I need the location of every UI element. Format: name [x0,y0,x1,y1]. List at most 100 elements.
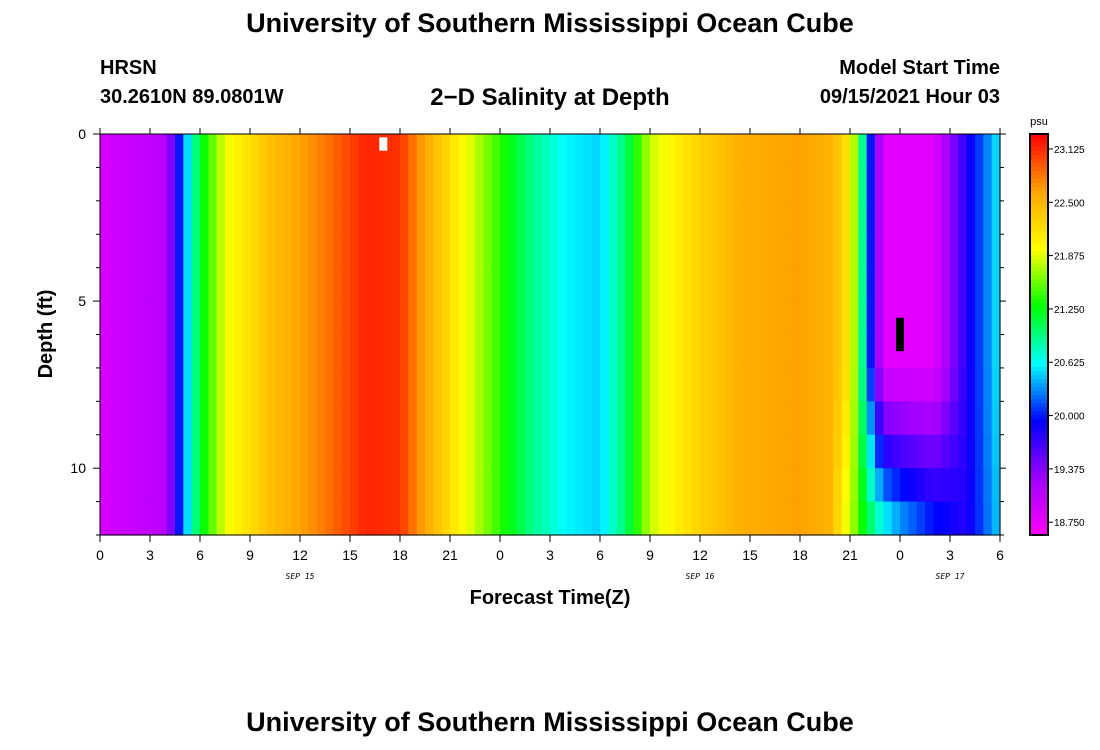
heatmap-cell [800,301,809,336]
heatmap-cell [108,334,118,369]
heatmap-cell [208,200,218,235]
colorbar-segment [1030,170,1048,175]
heatmap-cell [425,501,434,536]
colorbar-segment [1030,142,1048,147]
heatmap-cell [141,401,151,436]
heatmap-cell [150,234,159,269]
heatmap-cell [525,234,534,269]
heatmap-cell [908,267,918,302]
heatmap-cell [641,468,651,503]
heatmap-cell [941,267,951,302]
heatmap-cell [258,301,268,336]
heatmap-cell [991,134,1001,169]
heatmap-cell [650,401,659,436]
heatmap-cell [475,234,484,269]
heatmap-cell [483,501,493,536]
heatmap-cell [575,501,584,536]
heatmap-cell [833,367,843,402]
heatmap-cell [683,200,693,235]
heatmap-cell [308,267,318,302]
heatmap-cell [300,134,309,169]
heatmap-cell [433,301,443,336]
heatmap-cell [675,167,684,202]
heatmap-cell [883,301,893,336]
colorbar-segment [1030,150,1048,155]
heatmap-cell [566,434,576,469]
heatmap-cell [308,367,318,402]
heatmap-cell [975,167,984,202]
heatmap-cell [233,401,243,436]
heatmap-cell [700,334,709,369]
heatmap-cell [691,301,701,336]
heatmap-cell [300,401,309,436]
heatmap-cell [166,501,176,536]
heatmap-cells [100,134,1001,536]
heatmap-cell [141,134,151,169]
heatmap-cell [283,501,293,536]
heatmap-cell [975,334,984,369]
heatmap-cell [625,334,634,369]
heatmap-cell [783,401,793,436]
heatmap-cell [200,334,209,369]
heatmap-cell [925,267,934,302]
heatmap-cell [533,301,543,336]
heatmap-cell [866,301,876,336]
heatmap-cell [766,468,776,503]
heatmap-cell [383,334,393,369]
model-start-label: Model Start Time [839,57,1000,79]
heatmap-cell [258,200,268,235]
heatmap-cell [116,301,126,336]
heatmap-cell [541,267,551,302]
heatmap-cell [266,200,276,235]
heatmap-cell [558,267,568,302]
heatmap-cell [141,334,151,369]
y-tick-label: 0 [78,126,86,142]
heatmap-cell [491,167,501,202]
heatmap-cell [733,334,743,369]
heatmap-cell [650,334,659,369]
heatmap-cell [458,134,468,169]
heatmap-cell [783,134,793,169]
heatmap-cell [575,234,584,269]
heatmap-cell [316,401,326,436]
heatmap-cell [850,468,859,503]
heatmap-cell [250,334,259,369]
colorbar: 23.125 22.500 21.875 21.250 20.625 20.000 19.3… [1029,116,1085,536]
heatmap-cell [683,401,693,436]
heatmap-cell [191,267,201,302]
heatmap-cell [250,200,259,235]
heatmap-cell [225,301,234,336]
heatmap-cell [591,334,601,369]
heatmap-cell [525,267,534,302]
heatmap-cell [433,234,443,269]
heatmap-cell [516,301,526,336]
colorbar-segment [1030,506,1048,512]
heatmap-cell [158,301,168,336]
heatmap-cell [850,134,859,169]
heatmap-cell [283,334,293,369]
heatmap-cell [458,501,468,536]
heatmap-cell [466,501,476,536]
heatmap-cell [925,367,934,402]
heatmap-cell [391,234,401,269]
heatmap-cell [841,334,851,369]
heatmap-cell [250,301,259,336]
heatmap-cell [308,200,318,235]
colorbar-segment [1030,466,1048,472]
heatmap-cell [383,134,393,169]
heatmap-cell [625,468,634,503]
heatmap-cell [100,167,109,202]
heatmap-cell [950,367,959,402]
heatmap-cell [950,267,959,302]
heatmap-cell [250,468,259,503]
heatmap-cell [316,334,326,369]
heatmap-cell [116,434,126,469]
heatmap-cell [541,234,551,269]
heatmap-cell [725,200,734,235]
heatmap-cell [625,401,634,436]
heatmap-cell [925,468,934,503]
heatmap-cell [425,167,434,202]
heatmap-cell [175,167,184,202]
heatmap-cell [666,234,676,269]
heatmap-cell [783,167,793,202]
